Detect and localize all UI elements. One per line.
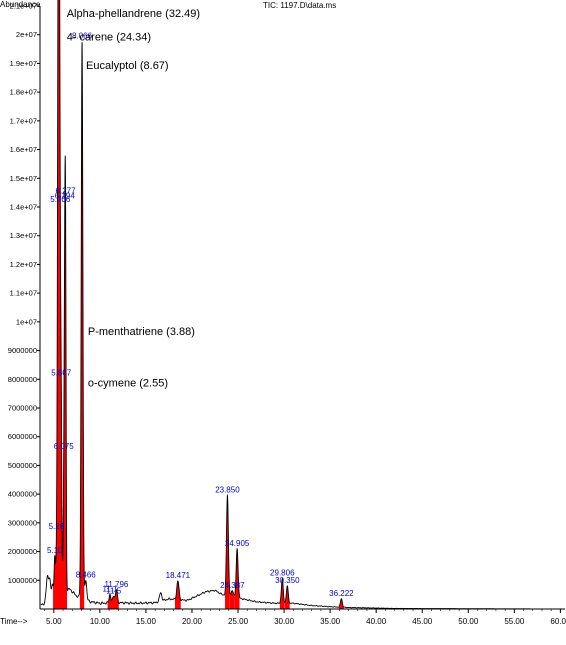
compound-annotation: Alpha-phellandrene (32.49): [67, 8, 200, 20]
peak-area-30.35: [284, 585, 290, 609]
compound-annotation: Eucalyptol (8.67): [86, 60, 169, 72]
chart-header-title: TIC: 1197.D\data.ms: [263, 1, 336, 10]
y-tick-label: 6000000: [8, 432, 37, 441]
peak-label: 5.807: [51, 368, 72, 377]
peak-label: 5.706: [50, 195, 71, 204]
x-tick-label: 50.00: [458, 617, 479, 626]
y-tick-label: 1.6e+07: [10, 145, 37, 154]
peak-area-5.807: [59, 23, 63, 610]
peak-label: 5.10: [47, 546, 63, 555]
peak-area-29.806: [279, 578, 285, 609]
peak-area-11.1: [107, 594, 113, 609]
peak-retention-labels: 5.105.285.4735.5875.7065.8076.1946.2776.…: [47, 32, 354, 598]
peak-label: 8.066: [72, 32, 93, 41]
x-axis-ticks: 5.00 10.00 15.00 20.00 25.00 30.00 35.00 40.00 4…: [44, 609, 566, 626]
y-tick-label: 9000000: [8, 346, 37, 355]
tic-trace: [40, 0, 564, 610]
y-tick-label: 8000000: [8, 375, 37, 384]
tic-line: [40, 0, 564, 610]
compound-annotations: Alpha-phellandrene (32.49) 4- carene (24.…: [67, 8, 200, 390]
peak-label: 11.1: [103, 584, 119, 593]
y-tick-label: 1000000: [8, 576, 37, 585]
y-tick-label: 1.4e+07: [10, 203, 37, 212]
peak-area-24.905: [234, 548, 240, 609]
y-tick-label: 1e+07: [16, 317, 37, 326]
y-tick-label: 1.7e+07: [10, 116, 37, 125]
x-tick-label: 55.00: [504, 617, 525, 626]
x-tick-label: 45.00: [412, 617, 433, 626]
compound-annotation: P-menthatriene (3.88): [88, 326, 195, 338]
peak-label: 8.466: [76, 571, 97, 580]
y-axis-label: Abundance: [0, 0, 41, 9]
peak-label: 6.277: [56, 186, 77, 195]
x-tick-label: 20.00: [182, 617, 203, 626]
peak-label: 6.194: [55, 192, 76, 201]
peak-label: 24.905: [225, 539, 250, 548]
x-tick-label: 15.00: [136, 617, 157, 626]
y-tick-label: 1.5e+07: [10, 174, 37, 183]
y-tick-label: 2000000: [8, 547, 37, 556]
peak-label: 36.222: [329, 589, 354, 598]
y-tick-label: 2e+07: [16, 30, 37, 39]
chart-axes: [39, 6, 565, 610]
x-axis-label: Time-->: [0, 617, 28, 626]
peak-label: 18.471: [166, 571, 191, 580]
x-tick-label: 10.00: [90, 617, 111, 626]
peak-area-24.387: [229, 590, 235, 609]
y-tick-label: 4000000: [8, 490, 37, 499]
peak-label: 24.387: [220, 581, 245, 590]
x-tick-label: 5.00: [46, 617, 62, 626]
peak-label: 30.350: [275, 576, 300, 585]
y-axis-ticks: 1000000 2000000 3000000 4000000 5000000 60000…: [8, 2, 40, 585]
y-tick-label: 1.1e+07: [10, 289, 37, 298]
y-tick-label: 2.1e+07: [10, 2, 37, 11]
peak-area-11.796: [114, 589, 119, 609]
peak-label: 6.075: [54, 442, 75, 451]
compound-annotation: o-cymene (2.55): [88, 377, 168, 389]
y-tick-label: 5000000: [8, 461, 37, 470]
peak-area-23.85: [225, 495, 230, 609]
x-tick-label: 40.00: [366, 617, 387, 626]
peak-area-fills: [53, 0, 344, 610]
y-tick-label: 1.9e+07: [10, 59, 37, 68]
y-tick-label: 7000000: [8, 404, 37, 413]
x-tick-label: 35.00: [320, 617, 341, 626]
y-tick-label: 3000000: [8, 518, 37, 527]
y-tick-label: 1.8e+07: [10, 88, 37, 97]
y-tick-label: 1.2e+07: [10, 260, 37, 269]
x-tick-label: 30.00: [274, 617, 295, 626]
peak-area-18.471: [175, 580, 181, 609]
peak-label: 5.28: [49, 522, 65, 531]
peak-label: 11.5: [106, 586, 122, 595]
peak-label: 29.806: [270, 569, 295, 578]
compound-annotation: 4- carene (24.34): [67, 31, 151, 43]
peak-label: 11.796: [104, 580, 128, 589]
peak-area-36.222: [338, 598, 344, 609]
y-tick-label: 1.3e+07: [10, 231, 37, 240]
x-tick-label: 25.00: [228, 617, 249, 626]
x-tick-label: 60.00: [550, 617, 566, 626]
peak-label: 23.850: [215, 485, 240, 494]
